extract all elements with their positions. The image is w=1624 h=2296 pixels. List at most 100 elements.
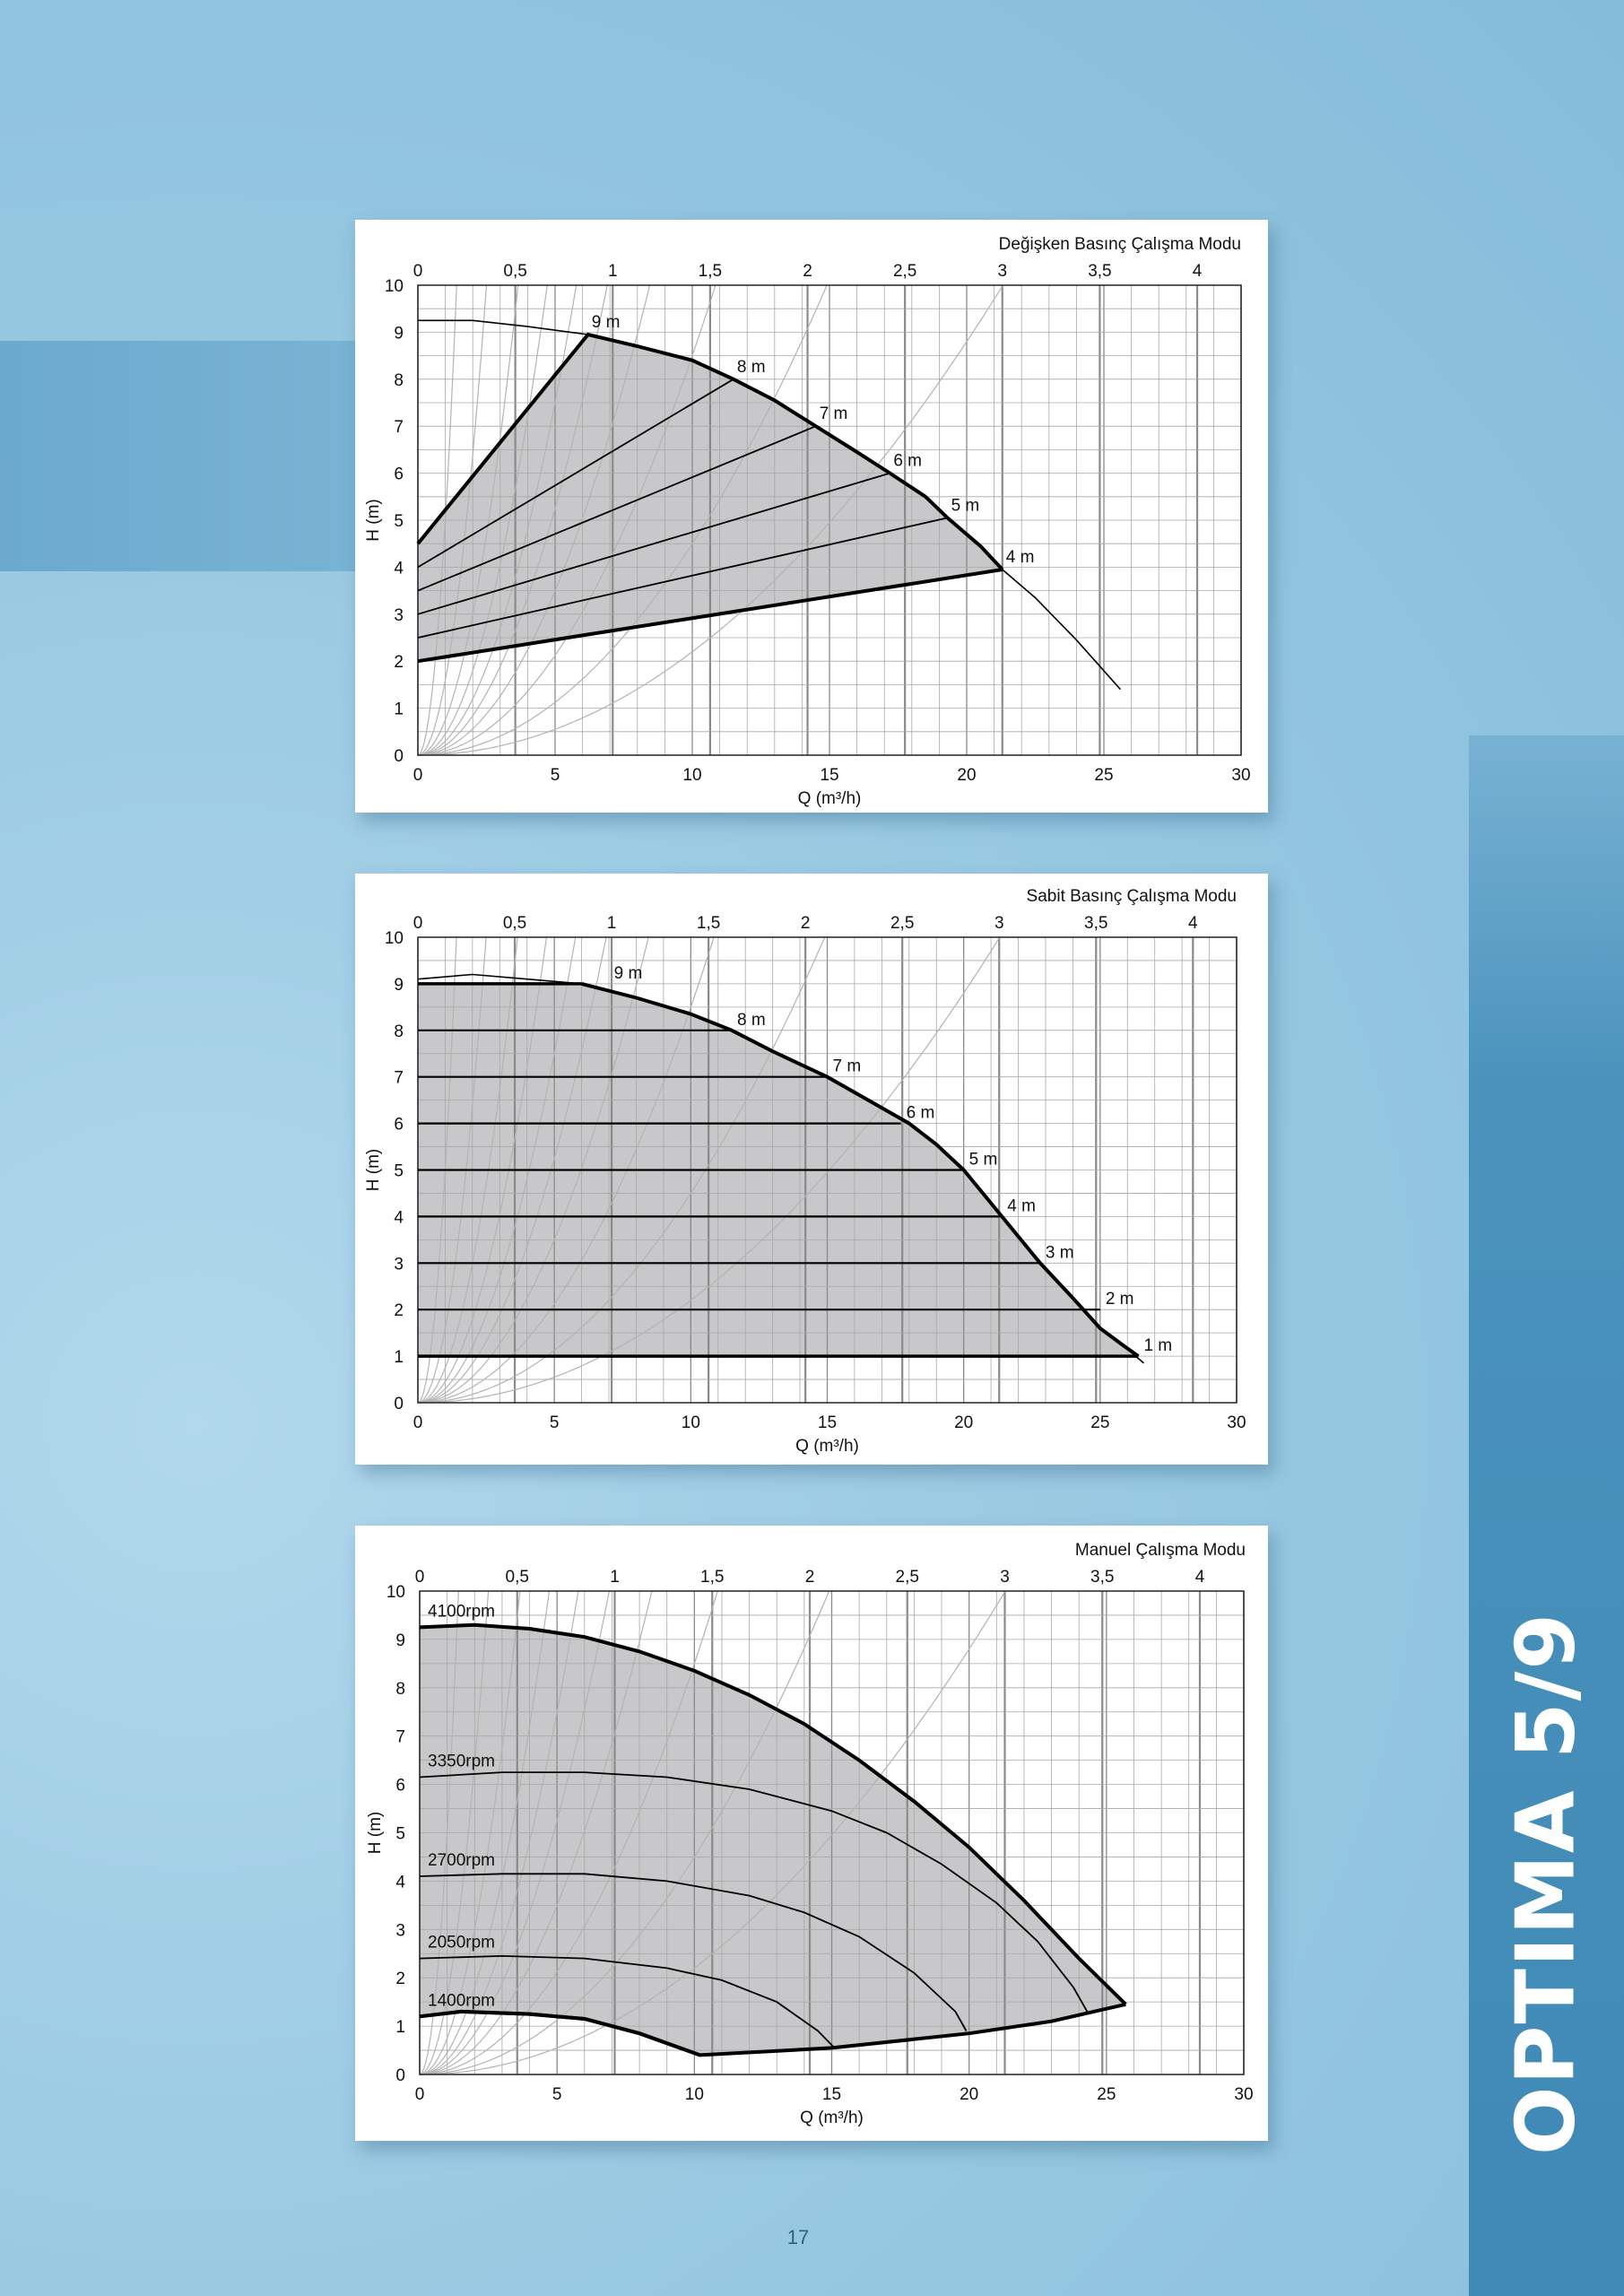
y-tick-label: 10 [385,929,404,948]
x-tick-label: 15 [822,2085,841,2104]
y-tick-label: 3 [394,1255,404,1274]
system-curve [417,936,607,1404]
top-axis-tick-label: 0,5 [503,914,526,933]
control-line-label: 1 m [1143,1336,1172,1355]
x-tick-label: 10 [682,1413,700,1432]
y-tick-label: 6 [394,1116,404,1135]
control-line-label: 5 m [951,496,980,515]
top-axis-tick-label: 1 [610,1568,620,1587]
x-tick-label: 30 [1227,1413,1246,1432]
chart-panel-manual: 4100rpm 3350rpm 2700rpm 2050rpm 1400rpm 0 5 10 1… [355,1526,1268,2141]
top-axis-tick-label: 1 [607,914,617,933]
x-tick-label: 20 [960,2085,978,2104]
x-tick-label: 0 [415,2085,425,2104]
x-tick-label: 30 [1234,2085,1253,2104]
system-curve [417,284,457,756]
x-axis-title: Q (m³/h) [795,1437,859,1456]
control-line [417,517,948,639]
y-tick-label: 4 [394,559,404,578]
chart-constant-pressure: 9 m8 m7 m6 m5 m4 m3 m2 m1 m0 5 10 15 20 25 300… [364,887,1246,1456]
control-line-label: 5 m [969,1151,998,1170]
top-axis-tick-label: 2,5 [893,262,916,281]
system-curve [417,936,487,1404]
speed-curve [419,1954,836,2049]
top-axis-tick-label: 0,5 [503,262,526,281]
plot-frame [417,284,1242,756]
top-axis-tick-label: 4 [1193,262,1203,281]
top-axis-tick-label: 2 [805,1568,815,1587]
system-curve [420,1590,830,2075]
top-axis-tick-label: 1,5 [697,914,720,933]
x-tick-label: 20 [957,766,976,785]
y-tick-label: 9 [394,976,404,995]
system-curve [419,1590,550,2075]
top-axis-tick-label: 3 [994,914,1004,933]
control-line-label: 8 m [737,1011,766,1030]
x-tick-label: 25 [1097,2085,1116,2104]
system-curve [420,1590,718,2075]
control-line-label: 9 m [592,313,621,332]
top-axis-tick-label: 2 [801,914,811,933]
speed-curve-label: 1400rpm [428,1991,495,2010]
control-line [417,334,589,544]
system-curve [417,284,519,756]
y-tick-label: 10 [386,1583,405,1602]
y-tick-label: 8 [394,1022,404,1041]
system-curve [420,1590,1006,2075]
system-curve [417,284,651,756]
control-line-label: 7 m [820,404,848,423]
speed-curve [419,1771,1089,2013]
x-tick-label: 10 [682,766,701,785]
top-axis-tick-label: 0,5 [506,1568,529,1587]
decorative-band [0,341,359,571]
y-axis-title: H (m) [364,1149,383,1191]
x-tick-label: 25 [1094,766,1113,785]
y-tick-label: 2 [395,1970,405,1988]
top-axis-tick-label: 3,5 [1084,914,1107,933]
operating-region [420,1624,1126,2056]
y-tick-label: 1 [395,2018,405,2037]
system-curve [419,1590,610,2075]
top-axis-tick-label: 0 [413,914,423,933]
system-curve [419,1590,579,2075]
y-axis-title: H (m) [364,499,383,541]
chart-variable-pressure: 9 m8 m7 m6 m5 m4 m0 5 10 15 20 25 300123456789… [364,235,1251,808]
control-line [417,472,890,615]
system-curve [418,284,828,756]
product-title: OPTIMA 5/9 [1498,1611,1594,2156]
y-tick-label: 6 [395,1777,405,1796]
top-axis-tick-label: 2 [803,262,812,281]
control-line-label: 6 m [907,1104,935,1123]
max-control-boundary [581,981,1140,1358]
top-axis-tick-label: 0 [413,262,423,281]
y-tick-label: 5 [394,512,404,531]
y-tick-label: 7 [394,418,404,437]
y-tick-label: 0 [394,747,404,766]
x-tick-label: 30 [1231,766,1250,785]
y-tick-label: 2 [394,653,404,672]
y-tick-label: 5 [395,1825,405,1844]
y-tick-label: 8 [395,1680,405,1699]
chart-title: Manuel Çalışma Modu [1075,1541,1246,1560]
speed-curve-label: 2700rpm [428,1851,495,1870]
system-curve [417,936,548,1404]
y-tick-label: 4 [395,1873,405,1892]
min-speed-boundary [419,2002,1126,2057]
system-curve [417,936,457,1404]
page-number: 17 [786,2226,810,2248]
y-tick-label: 6 [394,465,404,484]
chart-title: Sabit Basınç Çalışma Modu [1027,887,1237,906]
top-axis-tick-label: 2,5 [890,914,914,933]
y-tick-label: 9 [394,324,404,343]
x-tick-label: 20 [954,1413,973,1432]
top-axis-tick-label: 2,5 [896,1568,919,1587]
system-curve [417,284,608,756]
x-axis-title: Q (m³/h) [798,789,862,808]
x-tick-label: 0 [413,766,423,785]
system-curve [418,936,1001,1404]
x-tick-label: 15 [820,766,838,785]
y-tick-label: 8 [394,371,404,390]
